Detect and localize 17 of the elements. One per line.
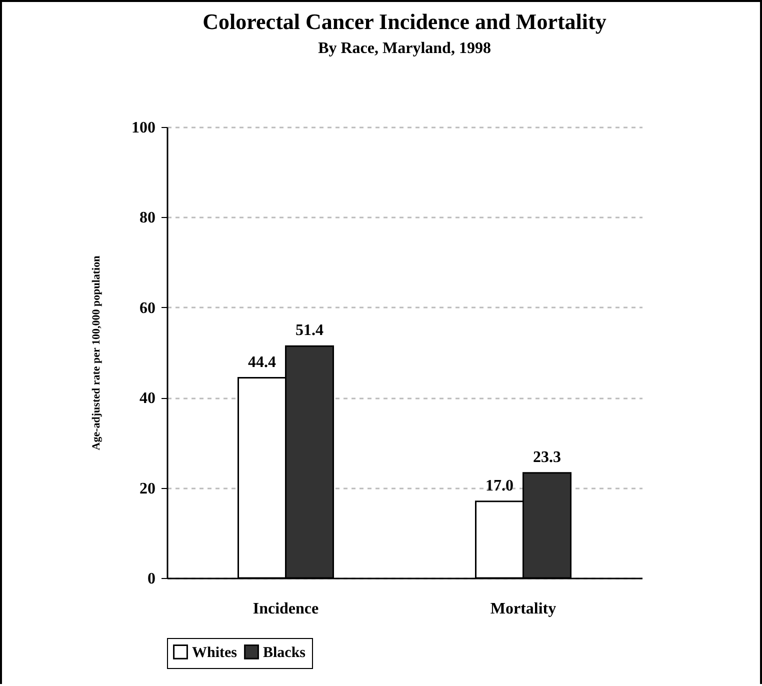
y-tick-label: 60 [140,300,156,317]
y-tick-label: 40 [140,390,156,408]
y-tick-label: 80 [140,210,156,227]
data-label: 44.4 [248,354,276,371]
legend-label: Whites [192,644,238,661]
data-label: 51.4 [296,322,324,340]
y-tick-label: 100 [132,120,156,136]
chart-title: Colorectal Cancer Incidence and Mortality [202,9,606,34]
x-tick-label: Incidence [252,600,319,618]
data-label: 23.3 [533,448,561,466]
chart-subtitle: By Race, Maryland, 1998 [318,40,491,57]
y-tick-label: 20 [140,480,156,498]
x-tick-label: Mortality [490,600,556,618]
y-axis-title: Age-adjusted rate per 100,000 population [90,256,102,450]
data-label: 17.0 [486,477,514,494]
legend-label: Blacks [263,644,306,661]
y-tick-label: 0 [148,570,156,588]
